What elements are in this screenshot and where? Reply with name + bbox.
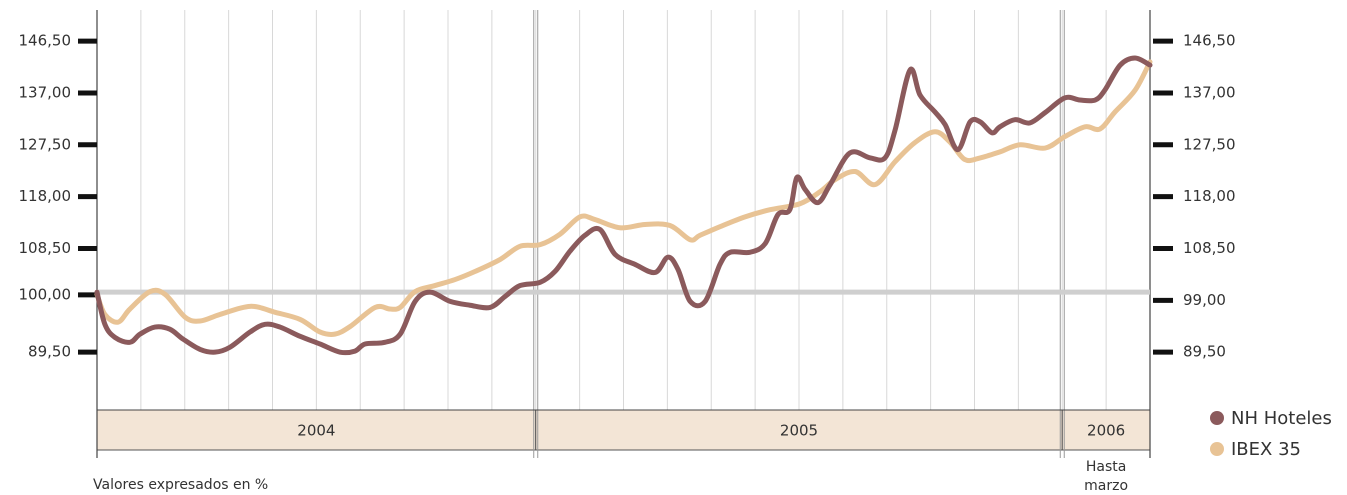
period-band: [96, 409, 537, 451]
series-line: [94, 59, 1153, 338]
y-tick-label: 89,50: [28, 343, 71, 361]
period-label: 2005: [780, 422, 818, 440]
period-band: [535, 409, 1063, 451]
y-tick-label: 118,00: [19, 187, 72, 205]
y2-tick-label: 127,50: [1183, 135, 1236, 153]
y-tick-label: 127,50: [19, 135, 72, 153]
y-tick-label: 100,00: [19, 285, 72, 303]
period-label: 2006: [1087, 422, 1125, 440]
legend-swatch: [1210, 442, 1224, 456]
y-tick-label: 146,50: [19, 32, 72, 50]
period-note: Hasta: [1086, 459, 1126, 475]
y2-tick-label: 89,50: [1183, 343, 1226, 361]
y2-tick-label: 137,00: [1183, 83, 1236, 101]
footnote: Valores expresados en %: [93, 477, 268, 493]
legend-swatch: [1210, 411, 1224, 425]
y2-tick-label: 108,50: [1183, 239, 1236, 257]
legend-label: NH Hoteles: [1231, 408, 1332, 429]
y2-tick-label: 118,00: [1183, 187, 1236, 205]
y-tick-label: 137,00: [19, 83, 72, 101]
y2-tick-label: 99,00: [1183, 291, 1226, 309]
series-line: [94, 55, 1153, 356]
legend-label: IBEX 35: [1231, 439, 1301, 460]
period-note: marzo: [1084, 478, 1128, 494]
period-label: 2004: [297, 422, 335, 440]
y-tick-label: 108,50: [19, 239, 72, 257]
y2-tick-label: 146,50: [1183, 32, 1236, 50]
